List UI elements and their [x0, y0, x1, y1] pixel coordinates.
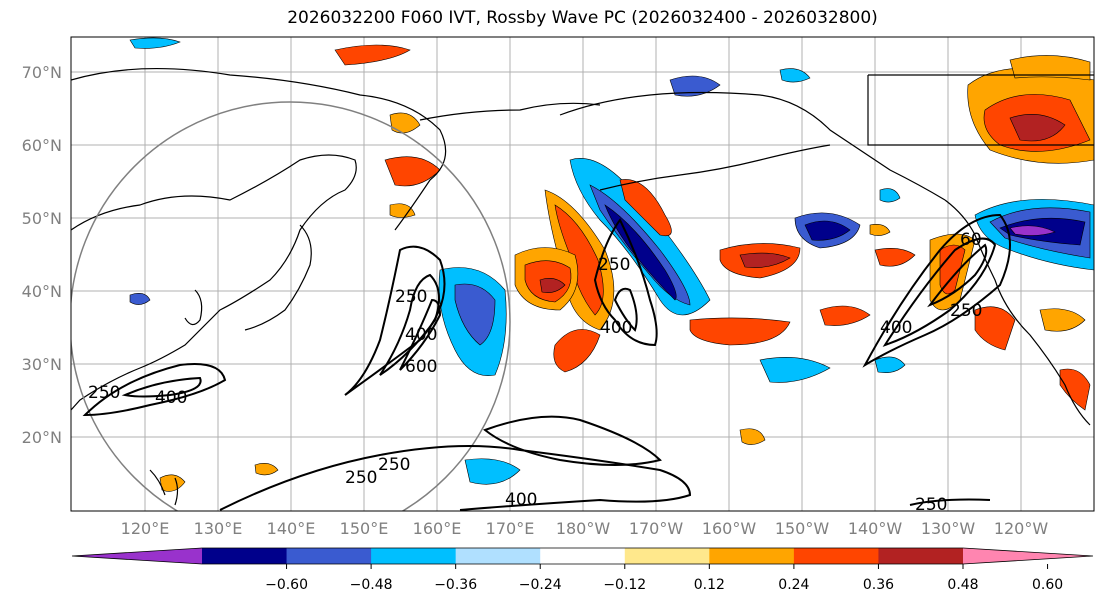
colorbar-segment — [624, 548, 710, 564]
lon-label: 160°E — [413, 519, 462, 538]
contour-label: 400 — [505, 490, 537, 510]
contour-label: 250 — [915, 495, 947, 515]
contour-label: 250 — [950, 301, 982, 321]
colorbar-segment — [709, 548, 795, 564]
lat-label: 40°N — [22, 282, 62, 301]
contour-label: 400 — [155, 388, 187, 408]
colorbar-tick-label: 0.12 — [694, 577, 725, 593]
colorbar-segment — [371, 548, 457, 564]
lat-label: 20°N — [22, 428, 62, 447]
colorbar-extend-left — [72, 548, 202, 564]
contour-label: 250 — [378, 455, 410, 475]
lon-label: 140°E — [267, 519, 316, 538]
colorbar-tick-label: 0.60 — [1032, 577, 1063, 593]
contour-label: 250 — [395, 287, 427, 307]
contour-label: 400 — [600, 318, 632, 338]
colorbar-segment — [878, 548, 964, 564]
lat-label: 50°N — [22, 209, 62, 228]
colorbar-extend-right — [963, 548, 1093, 564]
colorbar-segment — [455, 548, 541, 564]
lon-label: 120°E — [121, 519, 170, 538]
coastlines — [71, 68, 1094, 506]
map-frame — [70, 36, 1095, 512]
lon-label: 150°W — [775, 519, 830, 538]
lon-label: 120°W — [994, 519, 1049, 538]
colorbar-segment — [286, 548, 372, 564]
lat-label: 70°N — [22, 63, 62, 82]
colorbar-segment — [793, 548, 879, 564]
contour-label: 600 — [405, 357, 437, 377]
colorbar-tick-label: −0.60 — [265, 577, 308, 593]
colorbar-tick-label: 0.36 — [863, 577, 894, 593]
lat-label: 60°N — [22, 136, 62, 155]
contour-label: 250 — [345, 468, 377, 488]
ivt-contours — [82, 213, 1011, 511]
contour-label: 250 — [88, 383, 120, 403]
anomaly-fills — [129, 37, 1094, 492]
region-circle — [71, 101, 511, 511]
colorbar-outline — [71, 547, 1094, 565]
colorbar-tick-label: −0.12 — [603, 577, 646, 593]
lon-label: 170°W — [629, 519, 684, 538]
longitude-labels: 120°E 130°E 140°E 150°E 160°E 170°E 180°… — [121, 519, 1049, 538]
colorbar-tick-label: 0.24 — [778, 577, 809, 593]
colorbar: −0.60 −0.48 −0.36 −0.24 −0.12 0.12 0.24 0.36 0.4… — [71, 547, 1094, 593]
colorbar-segment — [202, 548, 288, 564]
colorbar-tick-label: 0.48 — [947, 577, 978, 593]
contour-label: 400 — [405, 325, 437, 345]
map-title: 2026032200 F060 IVT, Rossby Wave PC (202… — [287, 8, 878, 28]
lon-label: 180°W — [556, 519, 611, 538]
colorbar-segment — [540, 548, 626, 564]
lon-label: 140°W — [848, 519, 903, 538]
contour-label: 60 — [960, 230, 982, 250]
contour-label: 250 — [598, 255, 630, 275]
latitude-labels: 70°N 60°N 50°N 40°N 30°N 20°N — [22, 63, 62, 447]
lon-label: 170°E — [486, 519, 535, 538]
lon-label: 160°W — [702, 519, 757, 538]
lon-label: 150°E — [340, 519, 389, 538]
colorbar-tick-label: −0.36 — [434, 577, 477, 593]
colorbar-tick-label: −0.48 — [350, 577, 393, 593]
colorbar-tick-label: −0.24 — [519, 577, 562, 593]
lat-label: 30°N — [22, 355, 62, 374]
contour-label: 400 — [880, 318, 912, 338]
lon-label: 130°E — [194, 519, 243, 538]
lon-label: 130°W — [921, 519, 976, 538]
contour-labels: 250 400 250 400 600 250 400 250 250 400 … — [88, 230, 982, 515]
